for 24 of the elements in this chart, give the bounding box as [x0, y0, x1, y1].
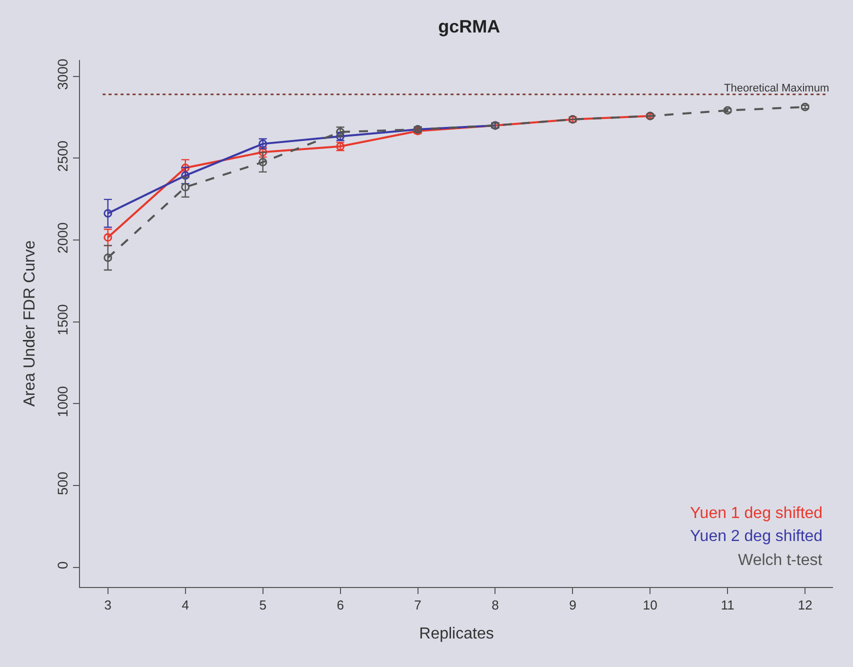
- x-tick-label: 10: [642, 598, 658, 613]
- x-axis-title: Replicates: [419, 625, 494, 642]
- x-tick-label: 7: [414, 598, 422, 613]
- text: Yuen 1 deg shifted: [690, 505, 823, 522]
- ref-line-label: Theoretical Maximum: [724, 82, 830, 95]
- x-tick-label: 12: [798, 598, 812, 613]
- y-tick-label: 0: [54, 561, 70, 570]
- y-tick-label: 500: [54, 472, 70, 496]
- x-tick-label: 9: [569, 598, 576, 613]
- x-tick-label: 3: [104, 598, 112, 613]
- y-tick-label: 1000: [54, 386, 70, 418]
- y-axis-title: Area Under FDR Curve: [21, 240, 38, 407]
- x-tick-label: 5: [259, 598, 266, 613]
- x-tick-label: 11: [720, 598, 734, 613]
- text: Yuen 2 deg shifted: [690, 528, 823, 545]
- y-tick-label: 3000: [54, 58, 70, 90]
- x-tick-label: 8: [492, 598, 499, 613]
- x-tick-label: 6: [336, 598, 344, 613]
- y-tick-label: 2000: [54, 222, 70, 254]
- y-tick-label: 2500: [54, 140, 70, 172]
- chart-title: gcRMA: [438, 16, 500, 37]
- x-tick-label: 4: [182, 598, 189, 613]
- y-tick-label: 1500: [54, 304, 70, 336]
- text: Welch t-test: [738, 552, 823, 569]
